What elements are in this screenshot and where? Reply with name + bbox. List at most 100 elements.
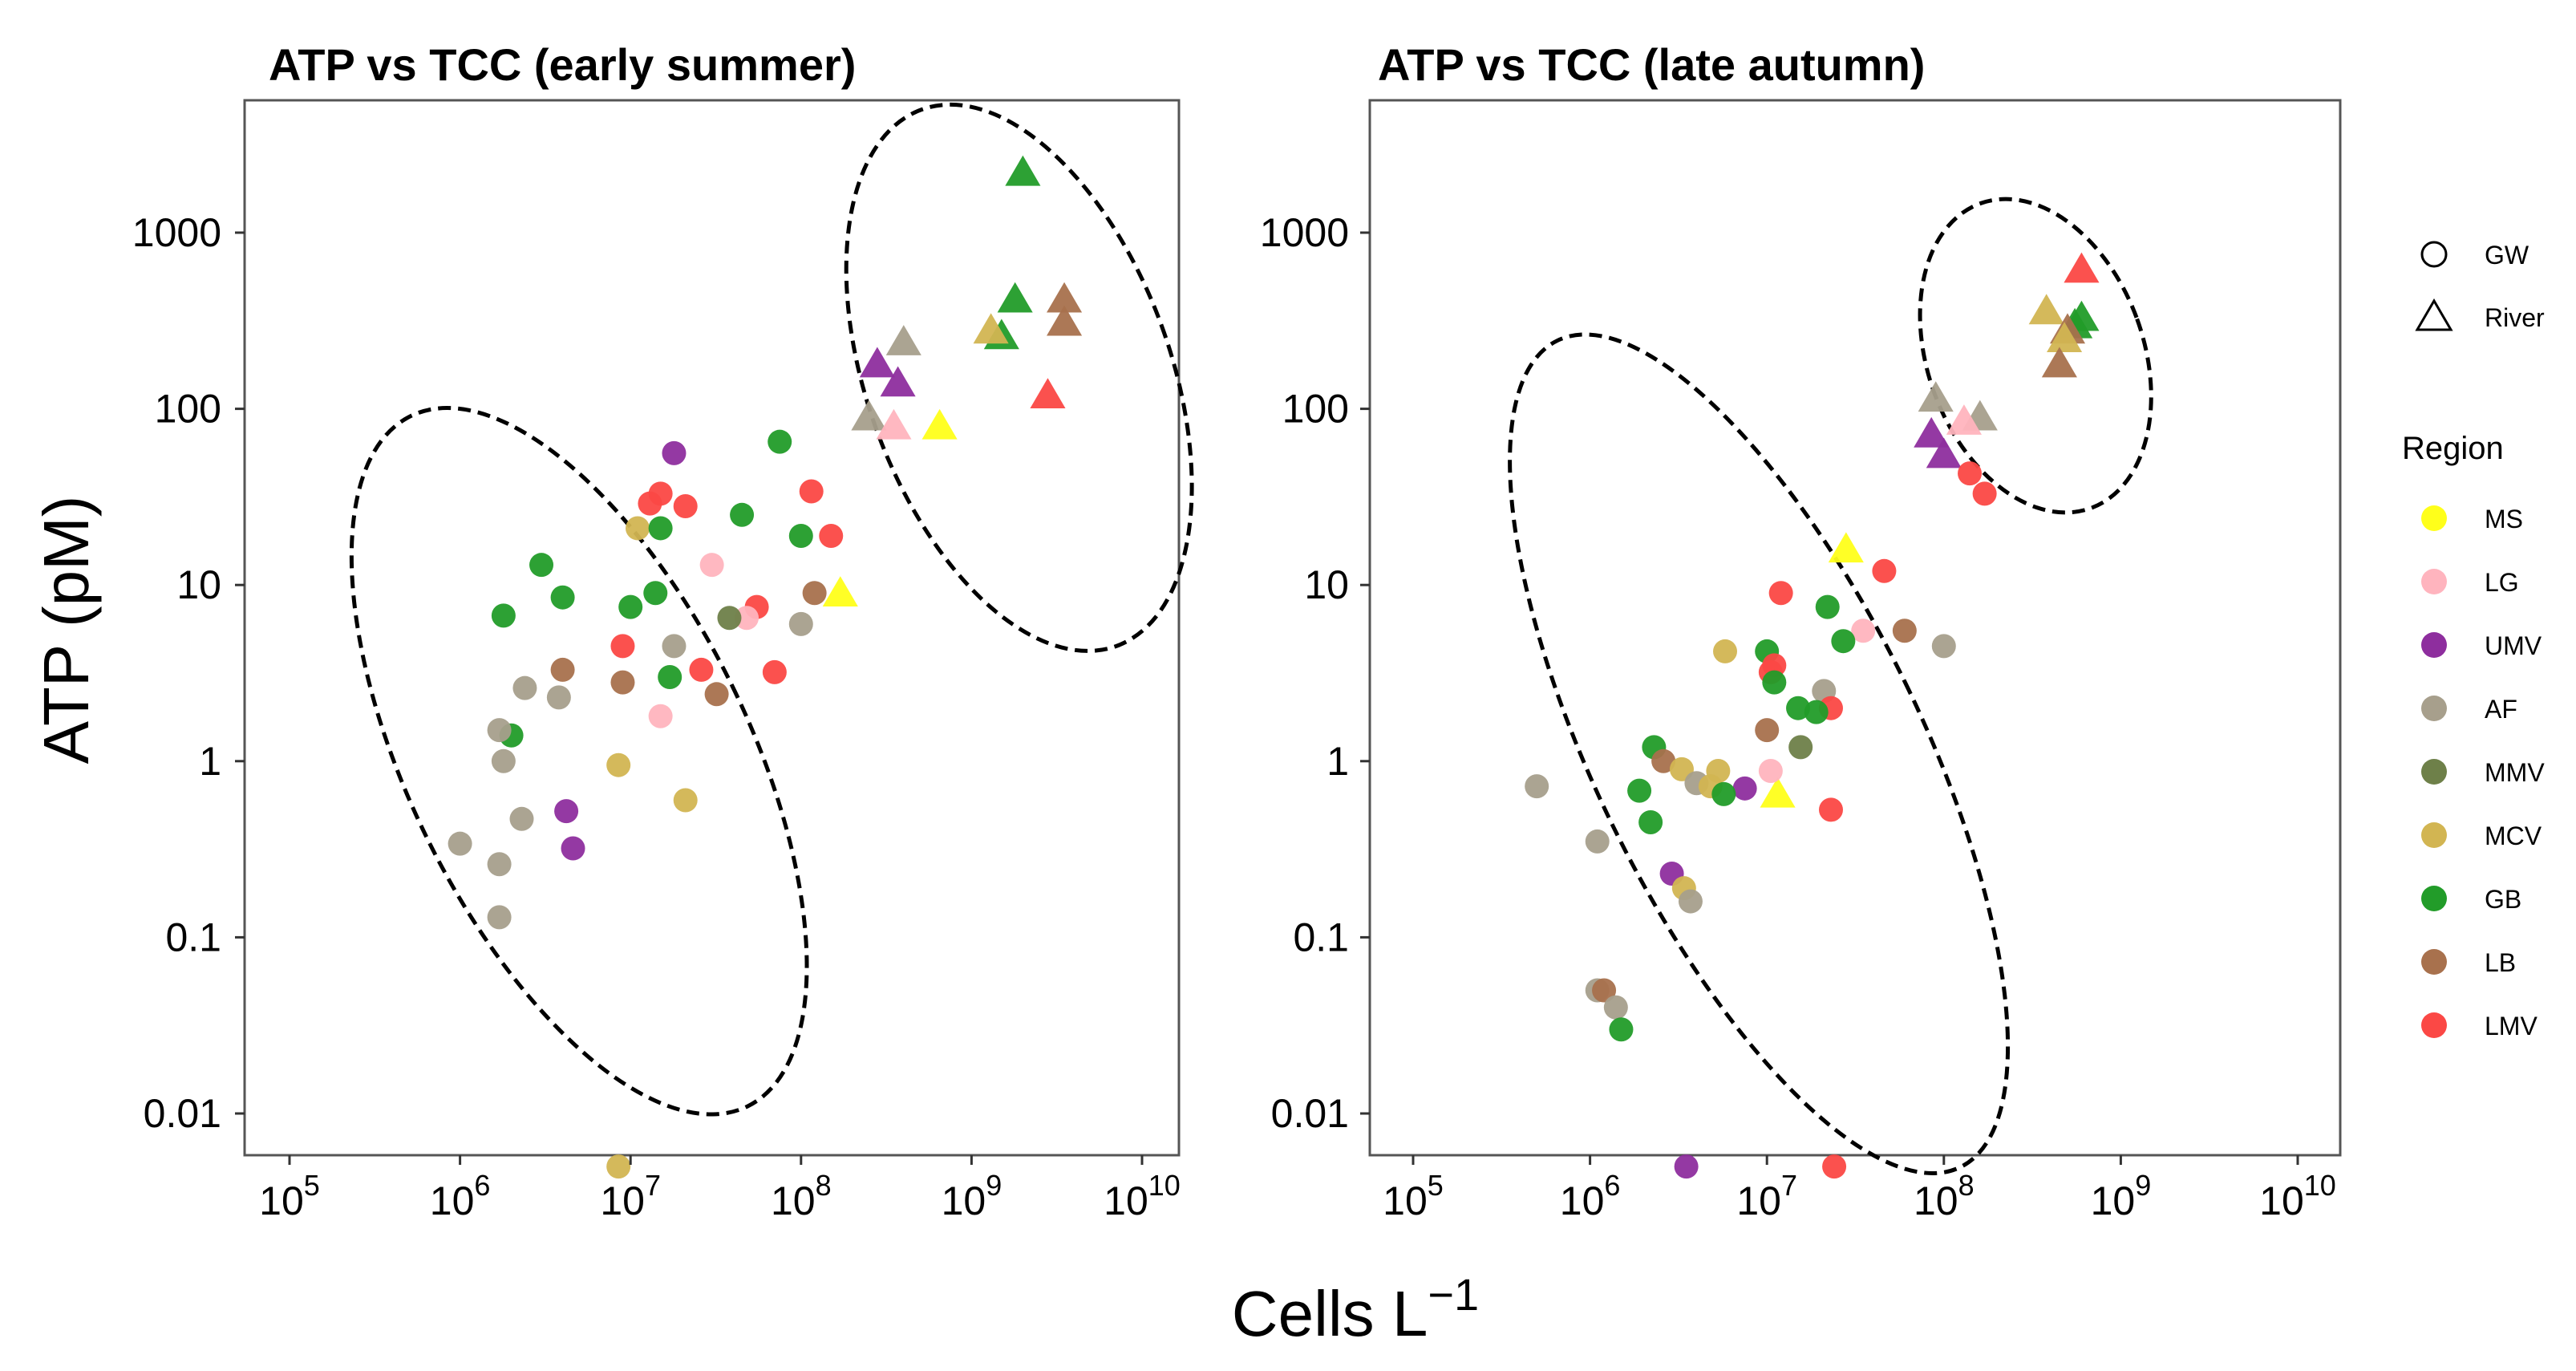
gw-point-af (487, 852, 512, 877)
gw-point-gb (1804, 700, 1829, 724)
river-point-lmv (1030, 378, 1066, 409)
y-tick-label: 100 (1282, 387, 1349, 432)
gw-point-af (509, 806, 534, 831)
river-point-umv (1914, 416, 1950, 448)
river-point-mcv (973, 313, 1009, 344)
x-tick-label: 109 (942, 1169, 1002, 1223)
river-point-umv (859, 347, 895, 378)
y-tick-label: 0.1 (165, 915, 221, 959)
gw-point-gb (768, 429, 792, 454)
river-point-ms (1828, 532, 1864, 563)
x-axis-label: Cells L−1 (1232, 1269, 1479, 1349)
gw-point-lmv (638, 491, 662, 516)
legend-region-label: MS (2485, 505, 2523, 533)
gw-point-lmv (689, 657, 714, 682)
gw-point-gb (1762, 670, 1787, 695)
gw-point-gb (618, 594, 643, 619)
gw-point-lmv (1822, 1154, 1847, 1179)
x-tick-label: 107 (600, 1169, 661, 1223)
gw-point-af (448, 831, 472, 856)
gw-point-lb (802, 581, 827, 606)
shape-legend: GW River (2415, 241, 2545, 332)
plot-area-early-summer (243, 99, 1181, 1157)
legend-swatch-lg (2421, 569, 2447, 594)
legend-swatch-lmv (2421, 1012, 2447, 1038)
river-point-gb (1005, 155, 1041, 186)
y-ticks-early-summer: 0.01 0.1 1 10 100 1000 (132, 210, 245, 1136)
gw-point-gb (1627, 778, 1652, 803)
gw-point-mcv (626, 516, 650, 541)
x-tick-label: 108 (1914, 1169, 1975, 1223)
gw-point-lb (1592, 978, 1617, 1003)
gw-point-mmv (717, 606, 742, 631)
gw-point-gb (1711, 781, 1736, 806)
cluster-ellipse (1508, 332, 2011, 1175)
gw-point-gb (491, 603, 516, 628)
river-point-af (885, 325, 921, 355)
gw-point-mcv (1713, 639, 1738, 663)
panel-early-summer: ATP vs TCC (early summer) 0.01 0.1 1 10 100 1… (132, 39, 1194, 1223)
gw-point-af (546, 685, 571, 710)
x-tick-label: 108 (771, 1169, 832, 1223)
gw-point-af (662, 634, 687, 659)
gw-point-lmv (799, 479, 824, 504)
gw-point-gb (1786, 696, 1811, 720)
gw-point-af (491, 748, 516, 773)
x-tick-label: 106 (1560, 1169, 1621, 1223)
x-tick-label: 105 (259, 1169, 320, 1223)
gw-point-gb (788, 523, 813, 548)
gw-point-lmv (673, 494, 698, 519)
y-tick-label: 10 (176, 562, 221, 607)
gw-point-mmv (1788, 735, 1813, 760)
gw-point-lg (1758, 758, 1783, 783)
gw-point-lmv (819, 523, 844, 548)
points-early-summer (448, 155, 1083, 1179)
y-tick-label: 1 (199, 739, 221, 784)
river-point-lb (2041, 347, 2077, 378)
legend-swatch-ms (2421, 505, 2447, 531)
legend-river-symbol (2415, 298, 2453, 331)
gw-point-umv (1674, 1154, 1699, 1179)
legend-gw-symbol (2420, 241, 2448, 268)
gw-point-lb (1651, 748, 1676, 773)
river-point-mcv (2028, 294, 2064, 325)
gw-point-lg (1851, 619, 1876, 643)
gw-point-lb (610, 670, 635, 695)
river-point-ms (921, 408, 958, 440)
gw-point-umv (554, 799, 579, 824)
gw-point-af (487, 905, 512, 930)
river-point-umv (1926, 437, 1962, 468)
x-ticks-early-summer: 105 106 107 108 109 1010 (259, 1155, 1181, 1223)
gw-point-gb (529, 553, 554, 578)
legend: GW River Region MS LG UMV AF MMV MCV GB LB LMV (2402, 241, 2545, 1040)
legend-region-label: UMV (2485, 631, 2542, 660)
y-tick-label: 0.01 (144, 1091, 221, 1136)
gw-point-umv (1732, 776, 1757, 801)
panel-late-autumn: ATP vs TCC (late autumn) 0.01 0.1 1 10 100 10… (1260, 39, 2342, 1223)
y-tick-label: 0.1 (1293, 915, 1349, 959)
river-point-gb (997, 282, 1033, 313)
river-point-lg (1946, 404, 1982, 435)
gw-point-gb (1638, 809, 1663, 834)
gw-point-gb (658, 665, 682, 690)
gw-point-lg (735, 606, 759, 631)
legend-region-label: AF (2485, 695, 2517, 724)
river-point-umv (880, 366, 916, 397)
legend-swatch-mcv (2421, 822, 2447, 848)
river-point-af (851, 400, 887, 431)
legend-swatch-lb (2421, 949, 2447, 975)
gw-point-gb (1609, 1017, 1634, 1042)
y-tick-label: 1000 (1260, 210, 1349, 255)
river-point-af (1918, 381, 1954, 412)
legend-swatch-umv (2421, 632, 2447, 658)
gw-point-af (1525, 774, 1549, 799)
region-legend: MS LG UMV AF MMV MCV GB LB LMV (2421, 505, 2545, 1040)
gw-point-mcv (606, 752, 631, 777)
y-tick-label: 0.01 (1271, 1091, 1349, 1136)
gw-point-lg (699, 553, 724, 578)
gw-point-lmv (610, 634, 635, 659)
river-point-ms (1760, 777, 1796, 808)
gw-point-lmv (1818, 797, 1843, 822)
legend-region-label: LB (2485, 948, 2516, 977)
